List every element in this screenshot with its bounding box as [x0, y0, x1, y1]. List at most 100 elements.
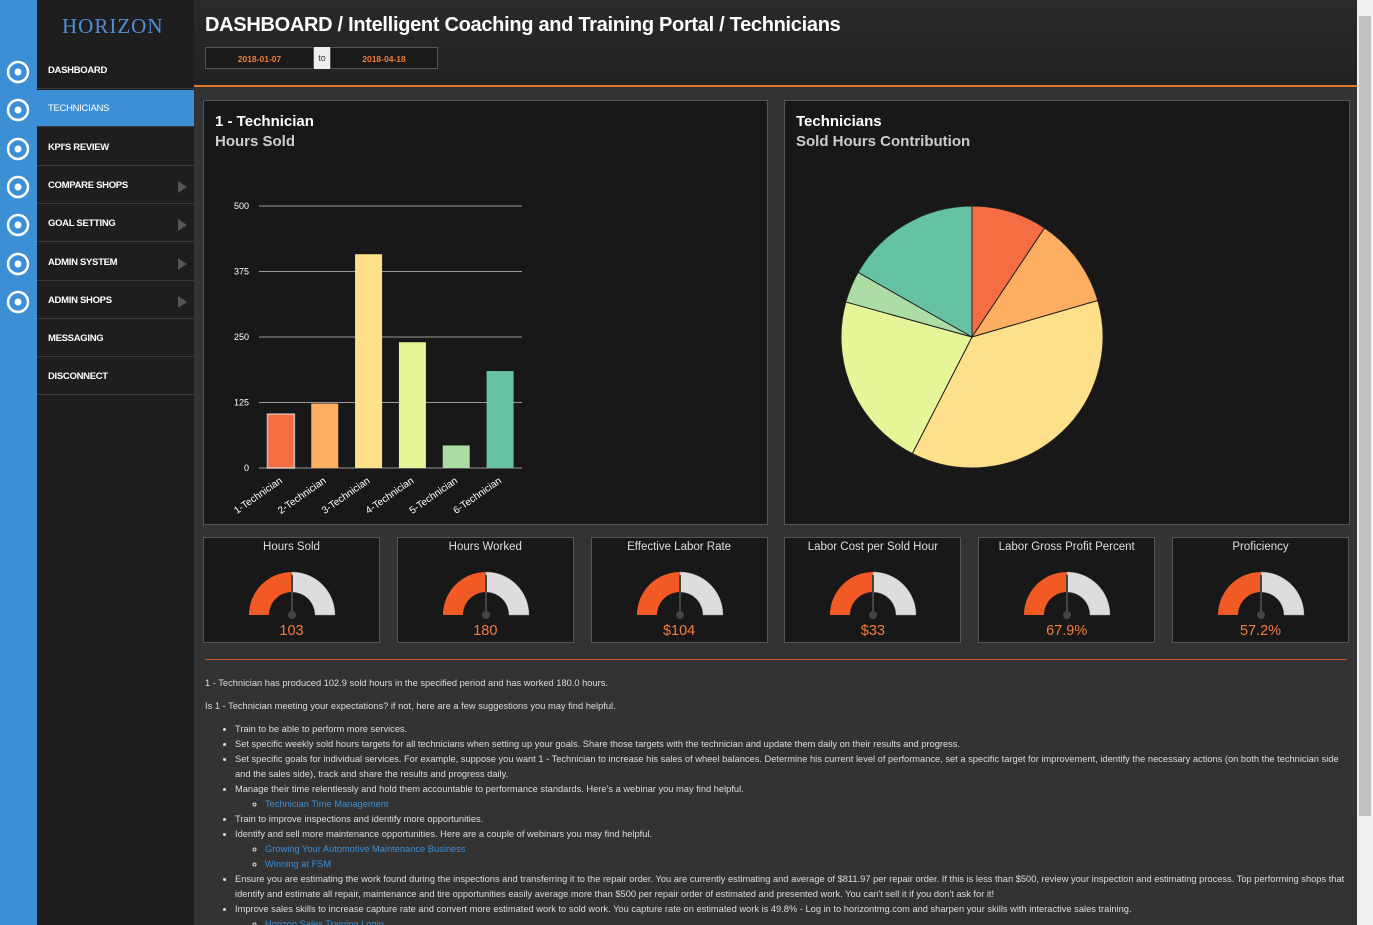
- header: DASHBOARD / Intelligent Coaching and Tra…: [194, 0, 1357, 87]
- gauge-panel: Effective Labor Rate $104: [590, 537, 768, 643]
- x-tick-label: 2-Technician: [276, 475, 328, 516]
- nav-item[interactable]: DASHBOARD: [37, 52, 194, 89]
- icon-bar: [0, 0, 37, 925]
- x-tick-label: 4-Technician: [364, 475, 416, 516]
- bar: [266, 413, 296, 469]
- suggestion: Ensure you are estimating the work found…: [235, 872, 1347, 902]
- gauge-fill: [1218, 572, 1261, 615]
- webinar-list: Horizon Sales Training Login: [235, 917, 1347, 925]
- gauge: [830, 571, 917, 619]
- gauge-hub: [1063, 611, 1072, 619]
- bar: [398, 342, 426, 468]
- gauge-track: [873, 571, 917, 616]
- nav-item[interactable]: GOAL SETTING: [37, 205, 194, 243]
- y-tick-label: 500: [234, 201, 249, 211]
- gauge-value: 103: [279, 623, 304, 639]
- nav-item[interactable]: DISCONNECT: [37, 358, 194, 396]
- paragraph: Is 1 - Technician meeting your expectati…: [205, 701, 616, 711]
- icon-shape: [14, 298, 22, 306]
- webinar-link[interactable]: Growing Your Automotive Maintenance Busi…: [265, 844, 466, 854]
- x-tick-label: 1-Technician: [232, 475, 284, 516]
- gauge: [1218, 571, 1305, 619]
- gauge-track: [485, 571, 530, 616]
- gauge-label: Proficiency: [1232, 541, 1289, 553]
- gauge-hub: [869, 611, 878, 619]
- pie-chart: Technicians Sold Hours Contribution: [796, 113, 1104, 469]
- gauge-track: [1260, 571, 1305, 616]
- icon-shape: [14, 183, 22, 191]
- date-sep: to: [314, 47, 330, 69]
- icon-shape: [6, 252, 30, 275]
- chart-subtitle: Hours Sold: [215, 133, 295, 150]
- icon-shape: [14, 260, 22, 267]
- nav-arrow: [178, 180, 187, 193]
- icon-shape: [14, 221, 22, 229]
- nav-item[interactable]: ADMIN SHOPS: [37, 282, 194, 319]
- pie-slice: [911, 299, 1104, 469]
- y-tick-label: 250: [234, 332, 249, 342]
- pie-slice: [840, 301, 973, 455]
- bar-panel: 1 - Technician Hours Sold 0 125 250 375 500 1-T…: [203, 100, 768, 525]
- suggestion-text: Set specific goals for individual servic…: [235, 754, 1339, 779]
- gauge-hub: [288, 611, 296, 619]
- nav-icon: [6, 290, 30, 314]
- gauge-label: Hours Worked: [448, 541, 522, 553]
- chart-title: Technicians: [796, 113, 882, 130]
- suggestion-text: Set specific weekly sold hours targets f…: [235, 739, 961, 749]
- icon-shape: [6, 137, 30, 160]
- x-tick-label: 5-Technician: [408, 475, 460, 516]
- y-tick-label: 125: [234, 398, 249, 408]
- pie-panel: Technicians Sold Hours Contribution: [784, 100, 1350, 525]
- gauge-track: [1066, 571, 1111, 616]
- nav-item[interactable]: ADMIN SYSTEM: [37, 244, 194, 281]
- logo[interactable]: HORIZON: [62, 14, 164, 38]
- paragraph: 1 - Technician has produced 102.9 sold h…: [205, 678, 608, 688]
- nav-item[interactable]: MESSAGING: [37, 320, 194, 358]
- nav-item[interactable]: TECHNICIANS: [37, 90, 194, 128]
- gauge-label: Effective Labor Rate: [627, 541, 732, 553]
- gauge-fill: [442, 572, 486, 615]
- date-from[interactable]: 2018-01-07: [205, 47, 314, 69]
- date-to[interactable]: 2018-04-18: [330, 47, 438, 69]
- nav-icon: [6, 175, 30, 199]
- chart-title: 1 - Technician: [215, 113, 314, 130]
- bar: [442, 445, 470, 468]
- nav-icon: [6, 60, 30, 84]
- icon-shape: [6, 290, 30, 314]
- bar-chart: 1 - Technician Hours Sold 0 125 250 375 500 1-T…: [215, 113, 522, 517]
- nav-icon: [6, 99, 30, 122]
- gauge-value: $33: [860, 623, 885, 639]
- webinar: Winning at FSM: [265, 857, 1347, 872]
- suggestion-text: Identify and sell more maintenance oppor…: [235, 829, 653, 839]
- nav-icon: [6, 252, 30, 275]
- scroll-thumb[interactable]: [1359, 16, 1371, 816]
- gauge-label: Hours Sold: [263, 541, 320, 553]
- nav-icon: [6, 213, 30, 237]
- webinar-link[interactable]: Winning at FSM: [265, 859, 332, 869]
- webinar: Horizon Sales Training Login: [265, 917, 1347, 925]
- gauge-track: [291, 571, 336, 616]
- webinar-link[interactable]: Horizon Sales Training Login: [265, 919, 384, 925]
- nav-item[interactable]: KPI'S REVIEW: [37, 129, 194, 166]
- suggestion-text: Train to improve inspections and identif…: [235, 814, 484, 824]
- suggestion-text: Train to be able to perform more service…: [235, 724, 408, 734]
- gauge-label: Labor Gross Profit Percent: [998, 541, 1135, 553]
- suggestions: Train to be able to perform more service…: [205, 722, 1347, 925]
- nav-item[interactable]: COMPARE SHOPS: [37, 167, 194, 204]
- suggestion: Improve sales skills to increase capture…: [235, 902, 1347, 925]
- gauge-panel: Labor Cost per Sold Hour $33: [784, 537, 962, 643]
- icon-shape: [14, 106, 22, 114]
- webinar-list: Growing Your Automotive Maintenance Busi…: [235, 842, 1347, 872]
- gauge: [442, 571, 530, 619]
- y-tick-label: 375: [234, 267, 249, 277]
- suggestion: Train to improve inspections and identif…: [235, 812, 1347, 827]
- suggestion-text: Ensure you are estimating the work found…: [235, 874, 1345, 899]
- webinar-link[interactable]: Technician Time Management: [265, 799, 389, 809]
- y-tick-label: 0: [244, 463, 249, 473]
- suggestion: Set specific weekly sold hours targets f…: [235, 737, 1347, 752]
- gauge-panel: Labor Gross Profit Percent 67.9%: [978, 537, 1156, 643]
- suggestion: Identify and sell more maintenance oppor…: [235, 827, 1347, 872]
- icon-shape: [14, 68, 22, 76]
- gauge: [636, 571, 723, 619]
